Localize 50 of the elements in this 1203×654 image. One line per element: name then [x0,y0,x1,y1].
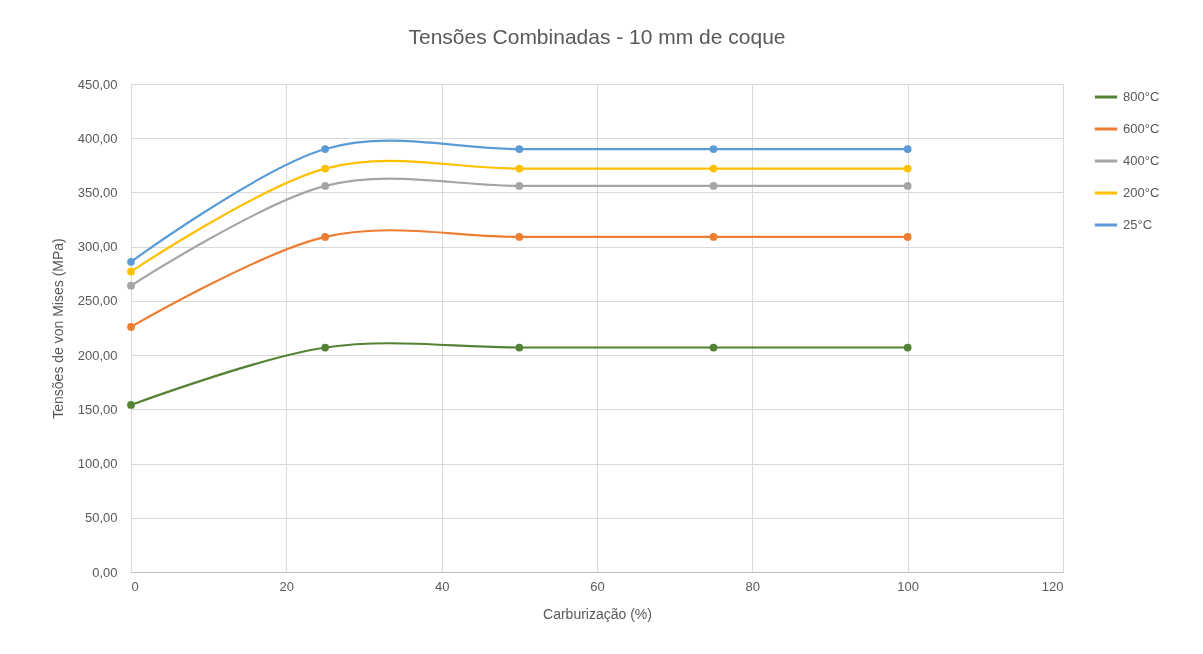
point [127,281,135,290]
point [709,164,718,173]
legend-label: 600°C [1123,121,1160,136]
point [903,182,912,190]
point [709,233,718,241]
point [709,182,718,190]
y-tick-label: 50,00 [84,510,118,526]
point [515,145,524,153]
point [515,164,524,173]
x-tick-label: 100 [897,578,920,594]
y-axis-title: Tensões de von Mises (MPa) [49,238,66,419]
y-tick-label: 400,00 [77,130,118,146]
point [321,164,330,173]
legend-label: 800°C [1123,89,1160,104]
legend-label: 400°C [1123,153,1160,168]
point [127,257,135,266]
legend-label: 200°C [1123,185,1160,200]
x-tick-label: 120 [1041,578,1064,594]
point [515,182,524,190]
point [903,343,912,352]
legend-label: 25°C [1123,217,1153,232]
y-tick-label: 100,00 [77,456,118,472]
point [321,233,330,241]
point [321,145,330,153]
point [903,164,912,173]
y-tick-label: 200,00 [77,347,118,363]
point [709,145,718,153]
point [127,401,135,409]
point [127,323,135,331]
point [515,343,524,352]
x-tick-label: 40 [434,578,450,594]
y-tick-label: 300,00 [77,239,118,255]
point [321,343,330,352]
y-tick-label: 150,00 [77,401,118,417]
y-tick-label: 0,00 [92,564,118,580]
point [709,343,718,352]
y-tick-label: 350,00 [77,184,118,200]
x-tick-label: 60 [590,578,605,594]
y-tick-label: 450,00 [77,76,118,92]
x-axis-title: Carburização (%) [543,605,652,622]
x-tick-label: 0 [131,578,139,594]
point [127,267,135,276]
point [903,145,912,153]
x-tick-label: 20 [279,578,295,594]
x-tick-label: 80 [745,578,761,594]
point [903,233,912,241]
point [515,233,524,241]
chart-title: Tensões Combinadas - 10 mm de coque [408,25,786,48]
point [321,182,330,190]
y-tick-label: 250,00 [77,293,118,309]
